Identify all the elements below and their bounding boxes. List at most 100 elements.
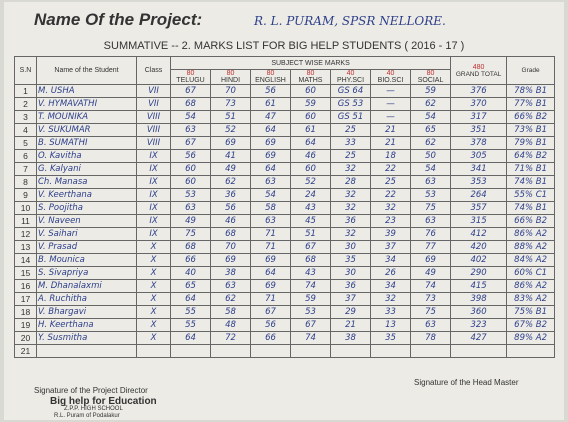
cell: V. Keerthana [36,188,137,202]
student-row: 7 G. Kalyani IX 60 49 64 60 32 22 54 341 71% B1 [14,162,556,176]
student-row: 21 [14,344,556,358]
stamp: Z.P.P. HIGH SCHOOL [64,406,123,412]
column-header-text: BIO.SCI [377,77,404,84]
cell: Y. Susmitha [36,331,137,345]
cell: V. Prasad [36,240,137,254]
cell: 290 [450,266,508,280]
cell: 378 [450,136,508,150]
cell [170,344,211,358]
cell: 68 [290,253,331,267]
cell: 62 [409,136,452,150]
cell: M. USHA [36,84,137,98]
cell: 60 [170,162,211,176]
cell: 22 [370,188,411,202]
cell: 63 [170,123,211,137]
cell: S. Sivapriya [36,266,137,280]
cell: 47 [250,110,291,124]
cell: 51 [210,110,251,124]
student-row: 14 B. Mounica X 66 69 69 68 35 34 69 402 84% A2 [14,253,556,267]
cell: GS 53 [330,97,371,111]
stamp: Big help for Education [50,396,157,407]
cell [250,344,291,358]
cell: 13 [14,240,37,254]
student-row: 19 H. Keerthana X 55 48 56 67 21 13 63 323 67% B2 [14,318,556,332]
cell: 30 [330,240,371,254]
cell: 73 [409,292,452,306]
cell: V. Naveen [36,214,137,228]
cell: 63 [409,175,452,189]
cell: 30 [330,266,371,280]
cell [330,344,371,358]
column-header: 80 SOCIAL [409,69,452,85]
cell: 19 [14,318,37,332]
project-value: R. L. PURAM, SPSR NELLORE. [254,14,446,28]
cell: 32 [370,201,411,215]
cell: 17 [14,292,37,306]
cell: 61 [250,97,291,111]
cell: 72 [210,331,251,345]
student-row: 1 M. USHA VII 67 70 56 60 GS 64—59 376 78% B1 [14,84,556,98]
cell: 76 [409,227,452,241]
cell: 59 [290,97,331,111]
cell: X [136,305,171,319]
cell: 5 [14,136,37,150]
cell: 74% B1 [506,201,556,215]
cell: 83% A2 [506,292,556,306]
right-signature: Signature of the Head Master [414,378,519,387]
cell: 24 [290,188,331,202]
column-header: 40 PHY.SCI [330,69,371,85]
cell: 32 [330,227,371,241]
student-row: 18 V. Bhargavi X 55 58 67 53 29 33 75 360 75% B1 [14,305,556,319]
cell: 58 [250,201,291,215]
cell: VII [136,97,171,111]
cell: 9 [14,188,37,202]
cell [290,344,331,358]
cell: G. Kalyani [36,162,137,176]
cell: 69 [250,279,291,293]
cell: 71 [250,292,291,306]
column-header-text: PHY.SCI [336,77,365,84]
cell: 56 [250,84,291,98]
cell: 74 [290,279,331,293]
column-header-text: Grade [521,67,540,74]
group-header: SUBJECT WISE MARKS [169,56,452,70]
cell: 14 [14,253,37,267]
cell: 69 [210,136,251,150]
cell: 63 [170,201,211,215]
cell: 427 [450,331,508,345]
cell: 43 [290,201,331,215]
cell: 33 [330,136,371,150]
cell: 26 [370,266,411,280]
marks-sheet: Name Of the Project: R. L. PURAM, SPSR N… [4,2,564,420]
cell: 60 [170,175,211,189]
cell: 86% A2 [506,227,556,241]
cell: — [370,110,411,124]
cell: 34 [370,253,411,267]
cell: 420 [450,240,508,254]
cell: 77 [409,240,452,254]
cell: 398 [450,292,508,306]
header-row: S.N Name of the Student Class SUBJECT WISE … [14,56,556,85]
cell: 62 [210,175,251,189]
cell: 75% B1 [506,305,556,319]
cell: 402 [450,253,508,267]
column-header: 80 TELUGU [170,69,211,85]
cell: 60 [290,110,331,124]
cell: 68 [170,240,211,254]
cell: 63 [210,279,251,293]
cell: 25 [370,175,411,189]
cell: 53 [409,188,452,202]
max-marks: 80 [226,70,235,78]
cell: — [370,84,411,98]
cell: 10 [14,201,37,215]
cell: 66 [250,331,291,345]
cell: 18 [370,149,411,163]
cell: 88% A2 [506,240,556,254]
cell: 43 [290,266,331,280]
cell: GS 51 [330,110,371,124]
cell: 50 [409,149,452,163]
student-row: 11 V. Naveen IX 49 46 63 45 36 23 63 315 66% B2 [14,214,556,228]
cell: V. SUKUMAR [36,123,137,137]
cell: 65 [409,123,452,137]
cell: 69 [210,253,251,267]
